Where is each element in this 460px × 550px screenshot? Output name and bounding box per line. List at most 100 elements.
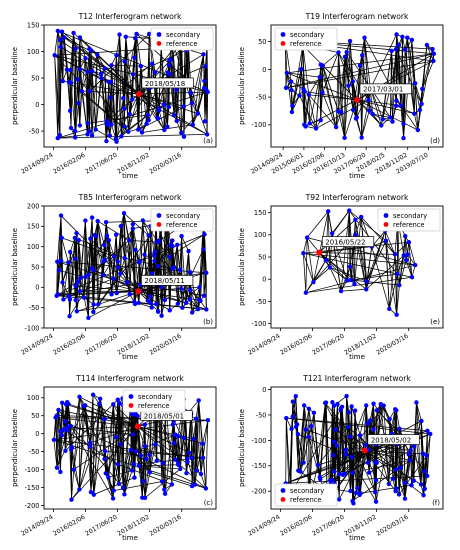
panel-label: (f) [432,499,440,507]
network-edge [285,418,287,484]
secondary-point [396,492,402,497]
secondary-point [304,235,310,240]
secondary-point [323,258,329,263]
network-edge [394,241,410,255]
network-edge [335,52,339,128]
secondary-point [122,106,127,111]
secondary-point [412,111,417,116]
panel-label: (e) [430,318,440,326]
secondary-point [419,101,424,107]
chart-title: T85 Interferogram network [78,193,182,202]
network-edge [297,434,304,463]
network-edge [97,221,104,262]
network-edge [400,105,404,139]
network-edge [341,406,346,450]
network-edge [125,36,129,132]
reference-date-box [359,83,412,95]
network-edge [83,297,89,318]
network-edge [416,402,422,422]
secondary-point [168,57,173,62]
x-tick-label: 2020/03/16 [148,152,182,176]
network-edge [285,53,434,89]
chart-panel-3: T85 Interferogram network 2018/05/11 -100 -… [11,193,217,361]
network-edge [161,299,166,316]
reference-point [361,447,368,454]
network-edge [123,213,140,303]
network-edge [70,425,73,448]
network-edge [206,91,209,135]
secondary-point [186,248,191,254]
secondary-point [311,410,317,416]
network-edge [138,291,170,311]
secondary-point [330,478,335,483]
secondary-point [54,465,60,470]
network-edge [144,235,149,255]
secondary-point [344,49,349,55]
network-edge [322,92,337,128]
secondary-point [59,433,65,438]
network-edge [116,273,121,294]
secondary-point [342,471,347,476]
secondary-point [62,419,68,424]
secondary-point [95,52,100,57]
secondary-point [288,79,294,84]
secondary-point [325,209,331,214]
secondary-point [363,442,369,448]
secondary-point [428,431,433,437]
secondary-point [147,470,153,475]
secondary-point [393,47,399,52]
network-edge [291,90,293,106]
network-edge [97,220,130,241]
network-edge [137,426,207,489]
network-edge [303,405,305,463]
network-edge [69,237,76,253]
network-edge [319,252,395,255]
secondary-point [130,432,136,437]
secondary-point [97,401,102,407]
y-tick-label: 200 [27,202,40,210]
network-edge [421,44,428,89]
x-tick-label: 2016/02/06 [52,514,86,538]
legend-reference-marker [280,41,286,46]
network-edge [135,451,140,466]
secondary-point [373,499,379,504]
network-edge [91,54,98,136]
secondary-point [77,35,83,40]
network-edge [54,55,61,136]
network-edge [149,444,156,473]
secondary-point [409,37,415,43]
secondary-point [357,433,363,438]
y-tick-label: 150 [27,21,40,29]
legend-secondary-marker [156,213,162,218]
secondary-point [132,411,137,416]
network-edge [422,453,426,472]
secondary-point [154,301,159,307]
secondary-point [102,456,107,462]
network-edge [308,94,337,128]
secondary-point [333,124,339,130]
network-edge [364,450,424,455]
secondary-point [61,297,66,302]
network-edge [389,418,394,479]
secondary-point [115,265,121,270]
network-edge [95,54,98,130]
chart-panel-5: T114 Interferogram network 2018/05/01 -200… [11,374,217,542]
secondary-point [132,301,138,307]
network-edge [304,91,306,127]
secondary-point [86,272,91,278]
network-edge [308,76,321,96]
network-edge [85,220,89,318]
axes-frame [270,24,444,148]
secondary-point [355,485,360,491]
network-edge [101,78,107,142]
y-axis-label: perpendicular baseline [238,47,246,125]
network-edge [56,430,68,468]
secondary-point [167,71,173,77]
secondary-point [181,435,187,441]
secondary-point [346,410,352,415]
legend-secondary-marker [156,32,162,37]
secondary-point [133,247,138,253]
secondary-point [73,256,78,262]
